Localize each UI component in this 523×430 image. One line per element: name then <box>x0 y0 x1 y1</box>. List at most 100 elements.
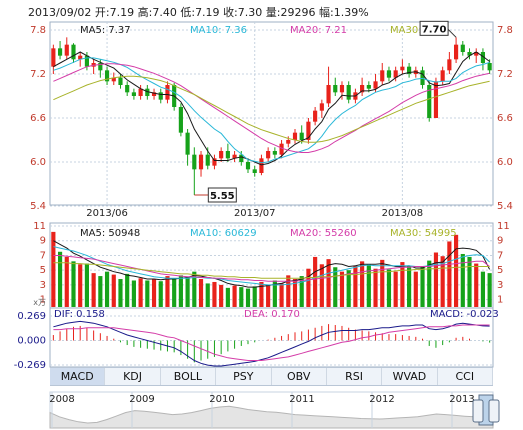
volume-unit-label: x万 <box>33 298 46 307</box>
overview-year-label: 2008 <box>49 394 74 405</box>
volume-bar <box>286 275 291 307</box>
price-y-tick-right: 5.4 <box>497 201 513 212</box>
tab-kdj[interactable]: KDJ <box>105 368 161 385</box>
candle-body <box>145 88 150 96</box>
high-label: 高: <box>137 6 153 19</box>
volume-bar <box>299 276 304 307</box>
volume-bar <box>266 284 271 307</box>
price-x-tick-label: 2013/08 <box>382 208 424 219</box>
price-y-tick-left: 7.8 <box>30 25 46 36</box>
volume-bar <box>57 251 63 307</box>
price-legend-ma10: MA10: 7.36 <box>190 25 247 36</box>
range-handle-right[interactable] <box>488 399 500 423</box>
candle-body <box>151 92 157 96</box>
tab-macd[interactable]: MACD <box>50 368 106 385</box>
volume-bar <box>292 279 298 307</box>
candle-body <box>487 63 492 71</box>
change-value: 1.39% <box>333 6 369 19</box>
candle-body <box>64 44 69 56</box>
volume-y-tick-right: 9 <box>497 236 503 247</box>
volume-y-tick-left: 1 <box>40 295 46 306</box>
change-label: 幅: <box>319 6 334 19</box>
tab-rsi[interactable]: RSI <box>327 368 383 385</box>
price-legend-ma20: MA20: 7.21 <box>290 25 347 36</box>
candle-body <box>185 132 190 155</box>
candle-body <box>245 162 251 170</box>
candle-body <box>279 143 284 155</box>
price-y-tick-left: 6.6 <box>30 113 46 124</box>
candle-body <box>292 132 298 140</box>
price-legend-ma5: MA5: 7.37 <box>80 25 131 36</box>
candle-body <box>138 88 143 96</box>
candle-body <box>339 85 345 93</box>
price-y-tick-right: 7.8 <box>497 25 513 36</box>
price-y-tick-left: 5.4 <box>30 201 46 212</box>
candle-body <box>400 66 405 71</box>
tab-cci[interactable]: CCI <box>438 368 493 385</box>
tab-psy[interactable]: PSY <box>216 368 272 385</box>
open-label: 开: <box>94 6 110 19</box>
volume-y-tick-left: 3 <box>40 280 46 291</box>
quote-header: 2013/09/02 开:7.19 高:7.40 低:7.19 收:7.30 量… <box>28 4 369 20</box>
candle-body <box>71 44 76 60</box>
price-y-tick-left: 7.2 <box>30 69 46 80</box>
price-ma-line-ma20 <box>53 63 490 153</box>
volume-bar <box>460 253 465 307</box>
price-x-tick-label: 2013/07 <box>234 208 276 219</box>
candle-body <box>380 70 385 82</box>
candle-body <box>467 52 472 56</box>
overview-area <box>49 405 494 429</box>
volume-y-tick-right: 11 <box>497 221 510 232</box>
volume-bar <box>225 287 230 307</box>
price-legend-ma30: MA30: 7.10 <box>390 25 447 36</box>
indicator-tabs: MACD KDJ BOLL PSY OBV RSI WVAD CCI <box>50 367 493 386</box>
volume-bar <box>386 269 392 307</box>
volume-bar <box>91 273 96 307</box>
volume-bar <box>440 256 445 307</box>
volume-bar <box>84 263 89 307</box>
candle-body <box>78 55 83 60</box>
macd-legend-dea: DEA: 0.170 <box>244 309 300 320</box>
range-handle-left[interactable] <box>472 399 484 423</box>
volume-bar <box>420 266 425 307</box>
volume-bar <box>393 271 398 307</box>
macd-y-tick: 0.269 <box>17 311 46 322</box>
candle-body <box>178 107 183 133</box>
candle-body <box>306 121 311 140</box>
volume-bar <box>78 264 83 307</box>
volume-bar <box>433 252 439 307</box>
candle-body <box>158 92 163 100</box>
candle-body <box>125 85 130 93</box>
volume-bar <box>272 280 277 307</box>
volume-value: 29296 <box>280 6 316 19</box>
price-ma-line-ma10 <box>53 57 490 164</box>
volume-bar <box>480 271 486 307</box>
candle-body <box>386 70 392 78</box>
candle-body <box>407 66 412 74</box>
volume-bar <box>145 280 150 307</box>
candle-body <box>212 158 217 166</box>
price-ma-line-ma5 <box>53 51 490 166</box>
volume-y-tick-left: 5 <box>40 265 46 276</box>
price-panel-frame <box>49 21 494 206</box>
candle-body <box>440 70 445 82</box>
volume-bar <box>467 256 472 307</box>
volume-y-tick-right: 5 <box>497 265 503 276</box>
tab-boll[interactable]: BOLL <box>161 368 217 385</box>
macd-y-tick: 0.000 <box>17 336 46 347</box>
volume-bar <box>172 278 177 307</box>
candle-body <box>299 132 304 140</box>
candle-body <box>420 70 425 85</box>
tab-wvad[interactable]: WVAD <box>382 368 438 385</box>
candle-body <box>266 151 271 159</box>
macd-dif-line <box>53 320 490 367</box>
candle-body <box>272 151 277 155</box>
volume-bar <box>487 273 492 307</box>
volume-bar <box>474 263 479 307</box>
candle-body <box>313 110 318 122</box>
volume-bar <box>178 275 183 307</box>
candle-body <box>427 85 432 118</box>
candle-body <box>346 85 351 100</box>
tab-obv[interactable]: OBV <box>272 368 327 385</box>
